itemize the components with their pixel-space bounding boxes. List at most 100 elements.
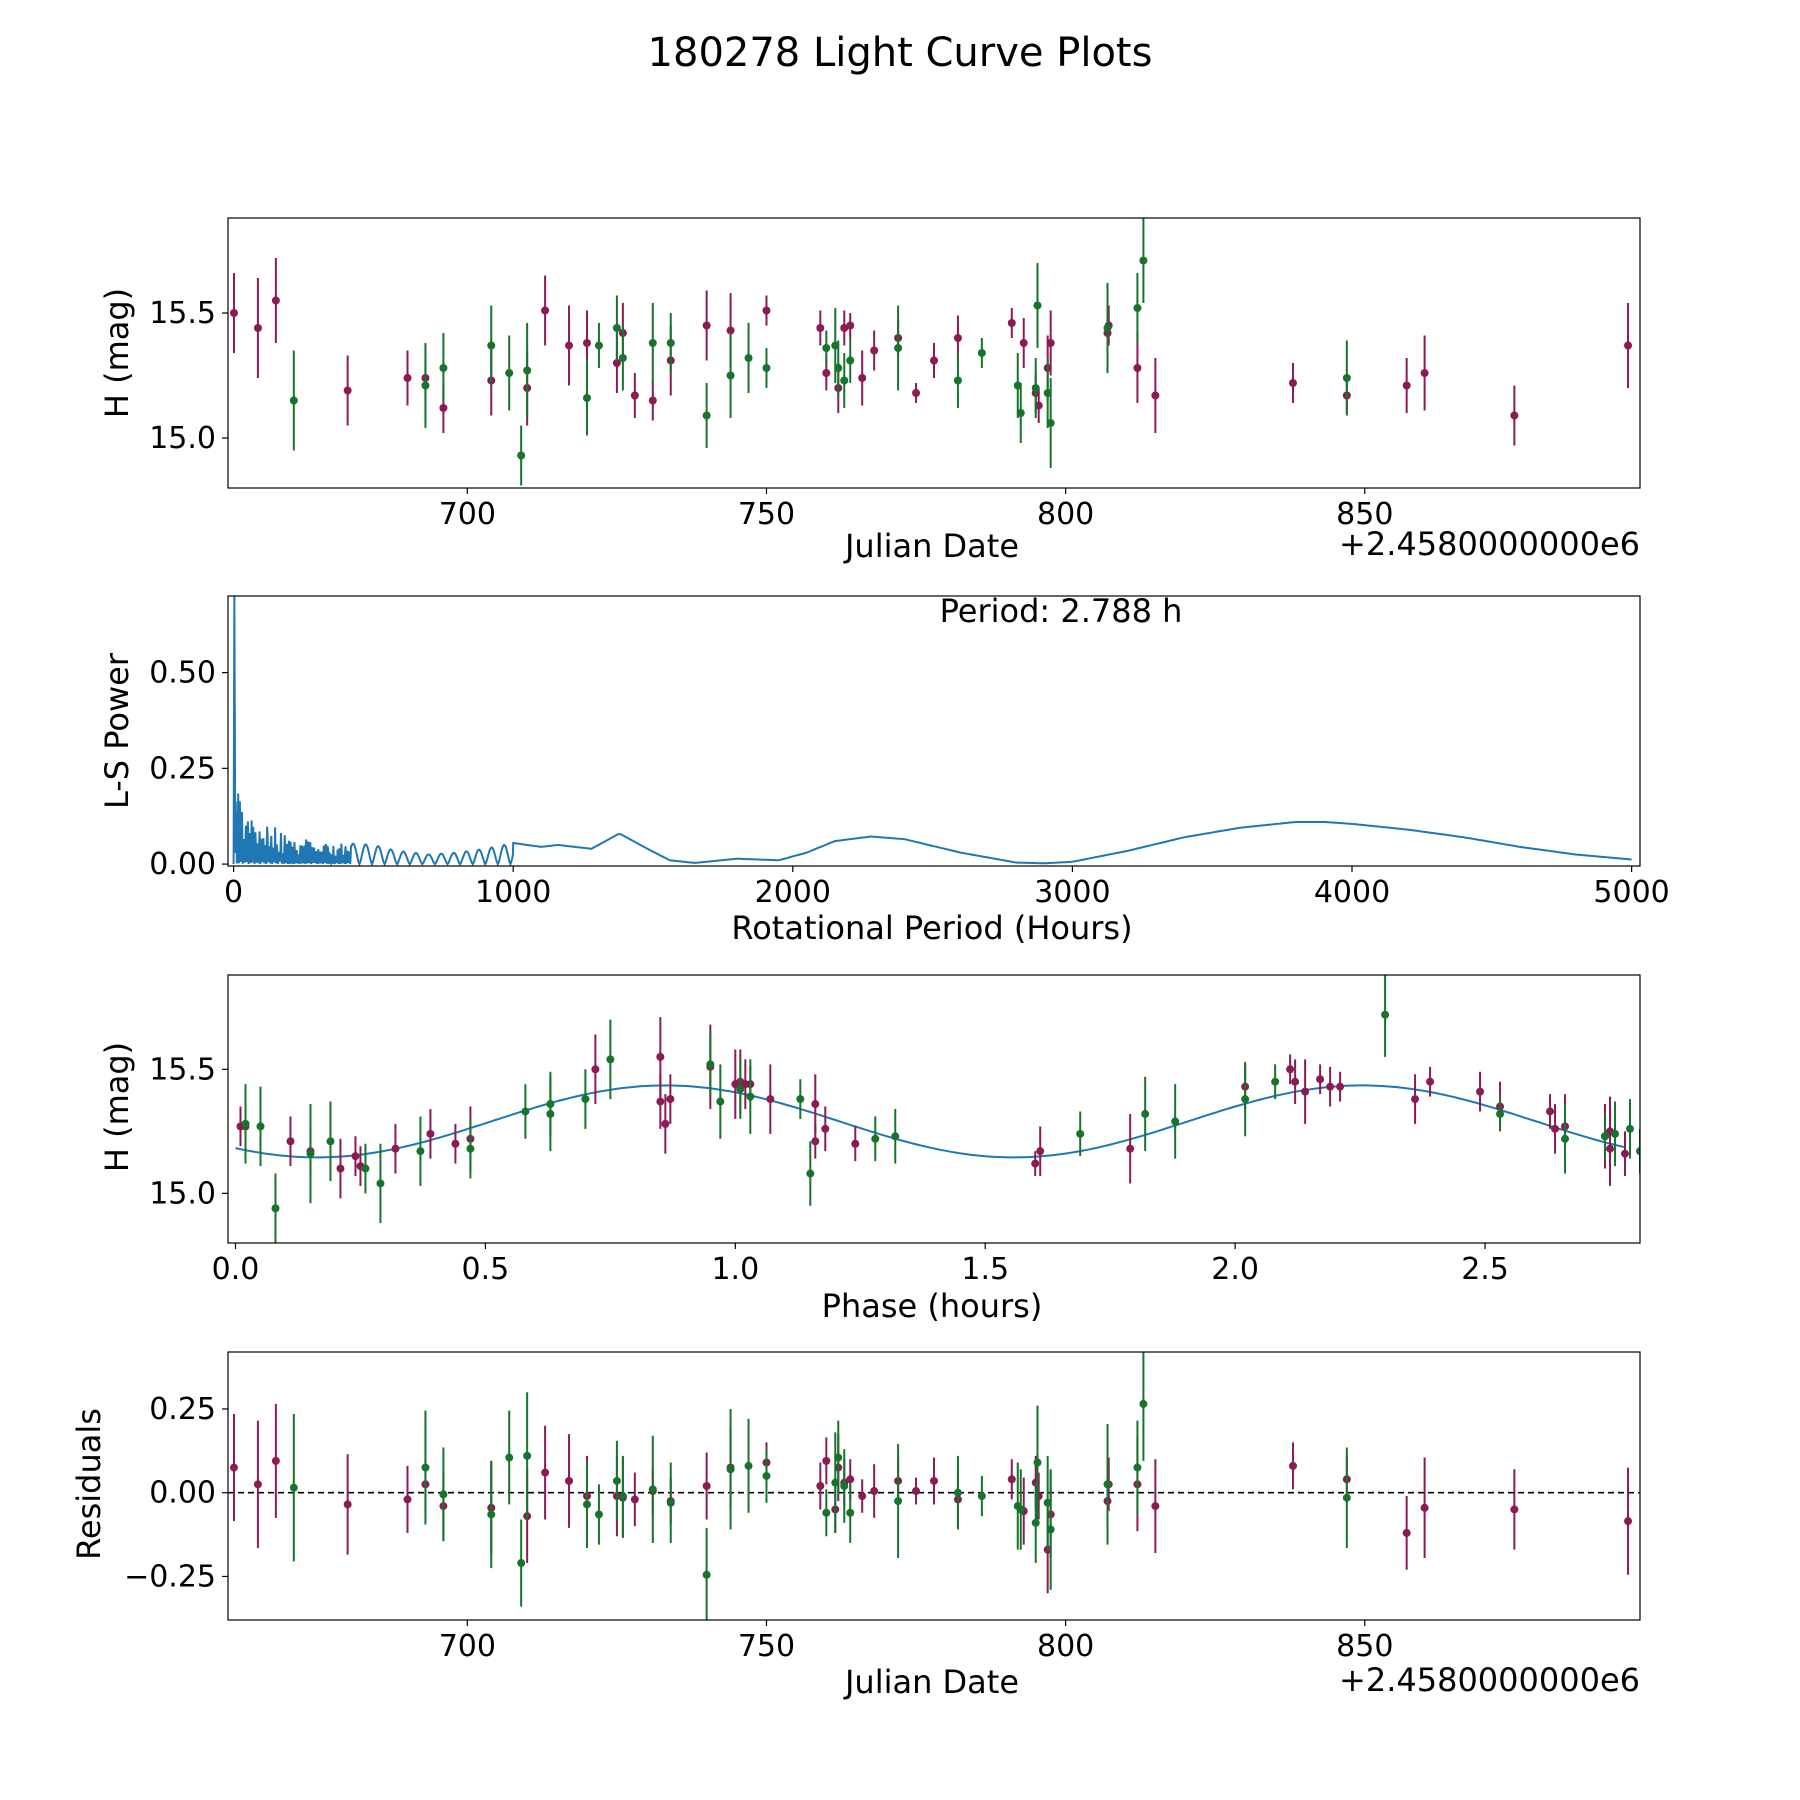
data-point: [1033, 1458, 1042, 1467]
data-point: [806, 1169, 815, 1178]
data-point: [977, 1492, 986, 1501]
data-point: [1141, 1109, 1150, 1118]
data-point: [1076, 1129, 1085, 1138]
data-point: [661, 1119, 670, 1128]
data-point: [666, 1095, 675, 1104]
data-point: [762, 364, 771, 372]
data-point: [1151, 1502, 1160, 1511]
data-point: [271, 1204, 280, 1213]
data-point: [391, 1144, 400, 1153]
data-point: [1316, 1075, 1325, 1084]
x-tick-label: 2.0: [1211, 1252, 1259, 1287]
data-point: [840, 1482, 849, 1490]
data-point: [612, 324, 621, 332]
data-point: [351, 1152, 360, 1161]
data-point: [1016, 409, 1025, 417]
data-point: [1402, 381, 1411, 390]
data-point: [1636, 1147, 1640, 1156]
data-point: [1326, 1082, 1335, 1091]
data-point: [1624, 341, 1633, 350]
data-point: [1036, 1147, 1045, 1156]
y-tick-label: 0.00: [149, 1476, 216, 1511]
data-point: [1621, 1149, 1630, 1158]
data-point: [1288, 1461, 1297, 1470]
data-point: [582, 339, 591, 347]
data-point: [618, 354, 627, 362]
data-point: [426, 1129, 435, 1138]
data-point: [1151, 391, 1160, 400]
x-tick-label: 3000: [1034, 875, 1110, 910]
data-point: [1007, 1475, 1016, 1484]
data-point: [256, 1122, 265, 1131]
data-point: [336, 1164, 345, 1173]
x-tick-label: 1.0: [711, 1252, 759, 1287]
data-point: [736, 1085, 745, 1094]
lightcurve-panel: H (mag) Julian Date +2.4580000000e6 700 7…: [98, 217, 1641, 565]
residuals-panel: Residuals Julian Date +2.4580000000e6 70…: [70, 1351, 1641, 1701]
data-point: [421, 381, 430, 390]
x-tick-label: 0.0: [212, 1252, 260, 1287]
x-tick-label: 700: [439, 497, 496, 532]
data-point: [1031, 384, 1040, 392]
phased-plot-area: [235, 975, 1640, 1243]
data-point: [816, 1482, 825, 1490]
x-tick-label: 4000: [1314, 875, 1390, 910]
data-point: [594, 341, 603, 350]
data-point: [1496, 1109, 1505, 1118]
y-tick-label: 0.50: [149, 656, 216, 691]
data-point: [953, 376, 962, 385]
data-point: [403, 1495, 412, 1504]
data-point: [930, 356, 938, 365]
data-point: [746, 1092, 755, 1101]
data-point: [811, 1100, 820, 1109]
data-point: [487, 341, 496, 350]
x-tick-label: 1.5: [961, 1252, 1009, 1287]
data-point: [523, 1451, 532, 1460]
data-point: [1510, 411, 1519, 420]
residuals-xlabel: Julian Date: [843, 1663, 1019, 1701]
data-point: [229, 309, 238, 317]
y-tick-label: 0.25: [149, 1392, 216, 1427]
data-point: [606, 1055, 615, 1064]
data-point: [834, 364, 843, 372]
x-tick-label: 0: [224, 875, 243, 910]
data-point: [1103, 1480, 1112, 1489]
data-point: [846, 321, 855, 330]
data-point: [822, 1456, 831, 1465]
residuals-ylabel: Residuals: [70, 1408, 108, 1560]
data-point: [517, 451, 526, 460]
data-point: [286, 1137, 295, 1146]
data-point: [1007, 319, 1016, 327]
data-point: [1626, 1124, 1635, 1133]
data-point: [1411, 1095, 1420, 1104]
lightcurve-xlabel: Julian Date: [843, 527, 1019, 565]
data-point: [565, 341, 574, 350]
data-point: [1301, 1087, 1310, 1096]
data-point: [1031, 1159, 1040, 1168]
x-tick-label: 850: [1336, 1629, 1393, 1664]
data-point: [706, 1060, 715, 1069]
data-point: [1551, 1124, 1560, 1133]
data-point: [766, 1095, 775, 1104]
data-point: [762, 306, 771, 315]
data-point: [1546, 1107, 1555, 1116]
periodogram-line: [232, 596, 1632, 866]
data-point: [1033, 301, 1042, 310]
data-point: [666, 1498, 675, 1507]
data-point: [1426, 1077, 1435, 1086]
data-point: [930, 1476, 938, 1485]
data-point: [1031, 1518, 1040, 1527]
data-point: [253, 324, 262, 332]
lightcurve-frame: [227, 217, 1641, 489]
data-point: [822, 344, 831, 352]
data-point: [466, 1144, 475, 1153]
data-point: [851, 1139, 860, 1148]
data-point: [702, 321, 711, 330]
data-point: [1336, 1082, 1345, 1091]
data-point: [403, 374, 412, 382]
x-tick-label: 800: [1037, 497, 1094, 532]
data-point: [656, 1097, 665, 1106]
data-point: [416, 1147, 425, 1156]
data-point: [376, 1179, 385, 1188]
